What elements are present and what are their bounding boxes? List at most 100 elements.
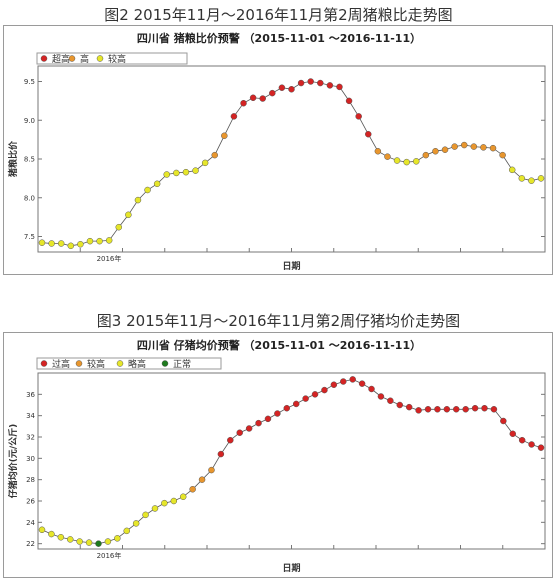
- data-point: [269, 89, 276, 97]
- data-point: [365, 130, 372, 138]
- legend-label-2: 略高: [128, 358, 146, 370]
- data-point: [105, 237, 113, 244]
- data-point: [528, 441, 535, 448]
- data-point: [377, 393, 385, 400]
- data-point: [85, 539, 93, 546]
- data-point: [405, 403, 413, 411]
- data-point: [66, 536, 74, 543]
- data-point: [321, 386, 328, 394]
- data-point: [326, 82, 334, 89]
- x-axis-label: 日期: [282, 562, 300, 574]
- data-point: [264, 415, 272, 423]
- data-point: [249, 94, 257, 102]
- data-point: [317, 79, 324, 87]
- data-point: [221, 132, 228, 139]
- y-tick-label: 22: [26, 540, 35, 548]
- data-point: [76, 538, 83, 545]
- data-point: [95, 540, 102, 547]
- legend-marker-0: [40, 55, 48, 62]
- data-point: [48, 530, 55, 538]
- data-point: [358, 380, 366, 387]
- data-point: [38, 526, 46, 534]
- data-point: [132, 520, 140, 527]
- y-tick-label: 36: [26, 391, 35, 399]
- data-point: [48, 240, 55, 247]
- legend-box: [36, 357, 222, 370]
- data-point: [384, 153, 391, 160]
- data-point: [422, 151, 430, 159]
- data-point: [518, 175, 526, 182]
- data-point: [462, 406, 469, 413]
- data-point: [481, 404, 488, 412]
- data-point: [489, 144, 497, 152]
- data-point: [211, 151, 218, 159]
- data-point: [57, 240, 65, 247]
- data-point: [245, 425, 253, 432]
- data-point: [387, 397, 394, 404]
- data-point: [453, 406, 460, 413]
- data-point: [471, 404, 479, 412]
- data-point: [460, 141, 468, 149]
- y-tick-label: 9.0: [24, 117, 35, 125]
- data-point: [393, 157, 401, 164]
- y-tick-label: 8.5: [24, 156, 35, 164]
- data-point: [374, 148, 382, 155]
- legend-marker-1: [68, 55, 76, 62]
- data-point: [330, 381, 338, 388]
- data-point: [163, 171, 170, 178]
- data-point: [274, 410, 281, 417]
- data-point: [161, 499, 168, 507]
- figure-3-chart: 四川省 仔猪均价预警 （2015-11-01 ～2016-11-11） 过高 较高 略…: [7, 338, 546, 574]
- data-point: [451, 143, 458, 150]
- data-point: [415, 407, 422, 414]
- data-point: [67, 242, 75, 250]
- x-tick-label: 2016年: [97, 254, 122, 263]
- legend-label-1: 较高: [87, 358, 105, 370]
- figure-2-panel: 四川省 猪粮比价预警 （2015-11-01 ～2016-11-11） 超高高 较高…: [3, 25, 553, 275]
- y-tick-label: 24: [26, 519, 35, 527]
- y-axis-label: 猪粮比价: [7, 140, 19, 178]
- data-point: [528, 177, 535, 184]
- data-point: [278, 84, 286, 91]
- data-point: [104, 538, 112, 545]
- data-point: [302, 395, 309, 402]
- data-point: [142, 511, 149, 519]
- data-point: [283, 404, 291, 412]
- data-point: [307, 78, 314, 85]
- data-point: [500, 417, 507, 425]
- y-tick-label: 34: [26, 412, 35, 420]
- figure-2-chart: 四川省 猪粮比价预警 （2015-11-01 ～2016-11-11） 超高高 较高…: [7, 31, 546, 272]
- data-point: [297, 79, 305, 87]
- data-point: [499, 151, 506, 159]
- data-point: [115, 223, 123, 231]
- data-point: [403, 158, 410, 166]
- legend-marker-2: [96, 55, 104, 62]
- data-point: [470, 143, 478, 150]
- data-point: [443, 406, 451, 413]
- data-point: [153, 180, 161, 188]
- plot-area: [37, 65, 546, 253]
- data-point: [396, 401, 404, 409]
- data-point: [508, 166, 516, 174]
- legend-label-1: 高: [80, 53, 89, 65]
- data-point: [480, 144, 487, 151]
- legend-marker-2: [116, 360, 124, 367]
- data-point: [311, 391, 319, 398]
- data-point: [208, 466, 215, 474]
- data-point: [288, 86, 295, 93]
- data-point: [179, 493, 187, 500]
- data-point: [259, 95, 266, 102]
- data-point: [434, 406, 441, 413]
- figure-3-title: 图3 2015年11月～2016年11月第2周仔猪均价走势图: [96, 312, 461, 330]
- y-tick-label: 7.5: [24, 233, 35, 241]
- data-point: [86, 237, 94, 245]
- data-point: [345, 97, 353, 105]
- y-tick-label: 9.5: [24, 78, 35, 86]
- data-point: [125, 211, 132, 219]
- data-point: [144, 186, 151, 194]
- x-tick-label: 2016年: [97, 551, 122, 560]
- data-point: [340, 378, 347, 385]
- data-point: [537, 444, 545, 451]
- data-point: [57, 534, 65, 541]
- data-point: [96, 237, 103, 245]
